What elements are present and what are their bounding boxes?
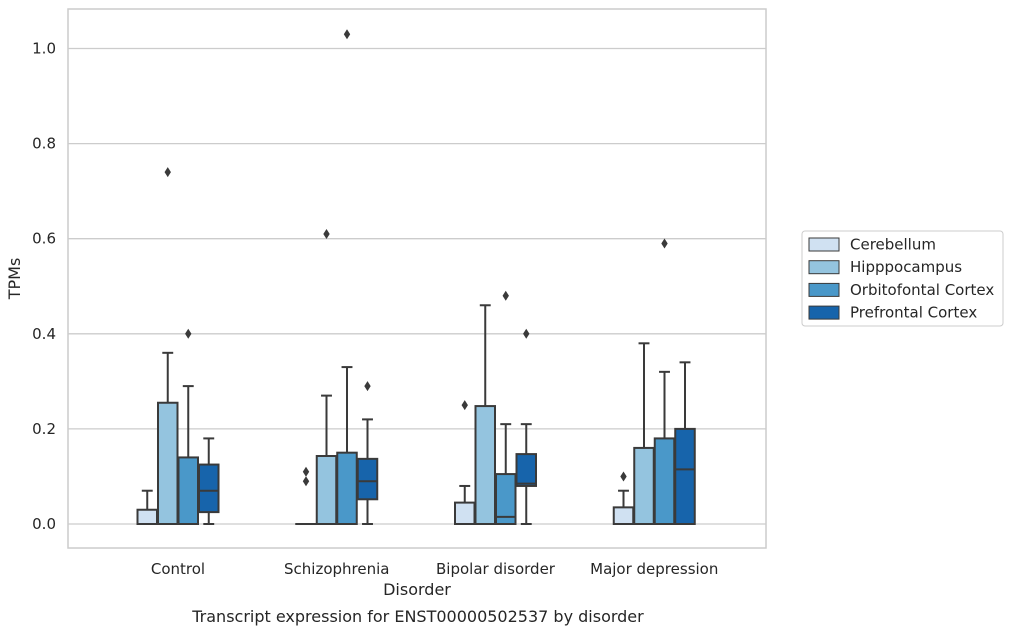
plot-frame: [67, 8, 767, 549]
box-iqr: [136, 508, 158, 525]
outlier-point: [343, 29, 351, 40]
box-iqr: [454, 501, 476, 526]
box-orbitofontal-cortex: [495, 290, 517, 526]
box-iqr: [177, 456, 199, 525]
x-tick-label: Schizophrenia: [284, 560, 389, 578]
x-axis-title: Disorder: [383, 580, 451, 599]
x-tick-label: Control: [151, 560, 205, 578]
box-cerebellum: [295, 466, 317, 526]
y-tick-label: 1.0: [32, 40, 56, 58]
box-orbitofontal-cortex: [653, 238, 676, 525]
box-iqr: [474, 405, 496, 525]
outlier-point: [502, 290, 509, 301]
box-prefrontal-cortex: [515, 328, 537, 525]
x-tick-label: Bipolar disorder: [436, 560, 556, 578]
y-tick-label: 0.6: [32, 230, 56, 248]
box-prefrontal-cortex: [356, 381, 379, 525]
box-iqr: [495, 473, 517, 526]
outlier-point: [185, 328, 192, 339]
box-iqr: [633, 446, 655, 526]
box-prefrontal-cortex: [674, 361, 696, 525]
outlier-point: [323, 228, 330, 239]
box-iqr: [157, 401, 179, 525]
box-orbitofontal-cortex: [177, 328, 199, 525]
legend-swatch: [808, 305, 840, 320]
box-hipppocampus: [633, 342, 655, 526]
box-prefrontal-cortex: [198, 437, 220, 525]
box-cerebellum: [454, 400, 476, 526]
box-iqr: [336, 451, 358, 525]
chart-caption: Transcript expression for ENST0000050253…: [191, 607, 644, 626]
legend-swatch: [808, 260, 840, 275]
legend-label: Cerebellum: [850, 236, 936, 254]
outlier-point: [523, 328, 530, 339]
box-iqr: [198, 463, 220, 514]
x-tick-labels: Control Schizophrenia Bipolar disorder Majo…: [151, 560, 718, 578]
outlier-point: [164, 167, 171, 178]
box-cerebellum: [612, 471, 635, 526]
box-iqr: [612, 506, 635, 526]
box-iqr: [515, 453, 537, 487]
y-axis-title: TPMs: [5, 258, 24, 301]
box-cerebellum: [136, 489, 158, 525]
outlier-point: [302, 476, 310, 487]
legend: Cerebellum Hipppocampus Orbitofontal Corte…: [801, 230, 1004, 327]
legend-label: Prefrontal Cortex: [850, 304, 977, 322]
box-iqr: [315, 455, 338, 526]
y-tick-labels: 0.0 0.2 0.4 0.6 0.8 1.0: [32, 40, 56, 534]
box-hipppocampus: [474, 304, 496, 525]
legend-label: Hipppocampus: [850, 258, 962, 276]
box-hipppocampus: [157, 167, 179, 525]
legend-swatch: [808, 282, 840, 297]
outlier-point: [661, 238, 668, 249]
x-tick-label: Major depression: [590, 560, 718, 578]
box-hipppocampus: [315, 228, 338, 526]
box-iqr: [674, 427, 696, 525]
box-layer: [136, 29, 696, 526]
legend-frame: [801, 230, 1004, 327]
legend-swatch: [808, 237, 840, 252]
box-iqr: [653, 437, 676, 525]
outlier-point: [364, 381, 371, 392]
y-tick-label: 0.4: [32, 325, 56, 343]
y-tick-label: 0.2: [32, 420, 56, 438]
box-orbitofontal-cortex: [336, 29, 358, 525]
box-iqr: [356, 457, 379, 501]
y-tick-label: 0.8: [32, 135, 56, 153]
outlier-point: [620, 471, 627, 482]
legend-label: Orbitofontal Cortex: [850, 281, 994, 299]
outlier-point: [461, 400, 468, 411]
outlier-point: [302, 466, 310, 477]
y-tick-label: 0.0: [32, 515, 56, 533]
